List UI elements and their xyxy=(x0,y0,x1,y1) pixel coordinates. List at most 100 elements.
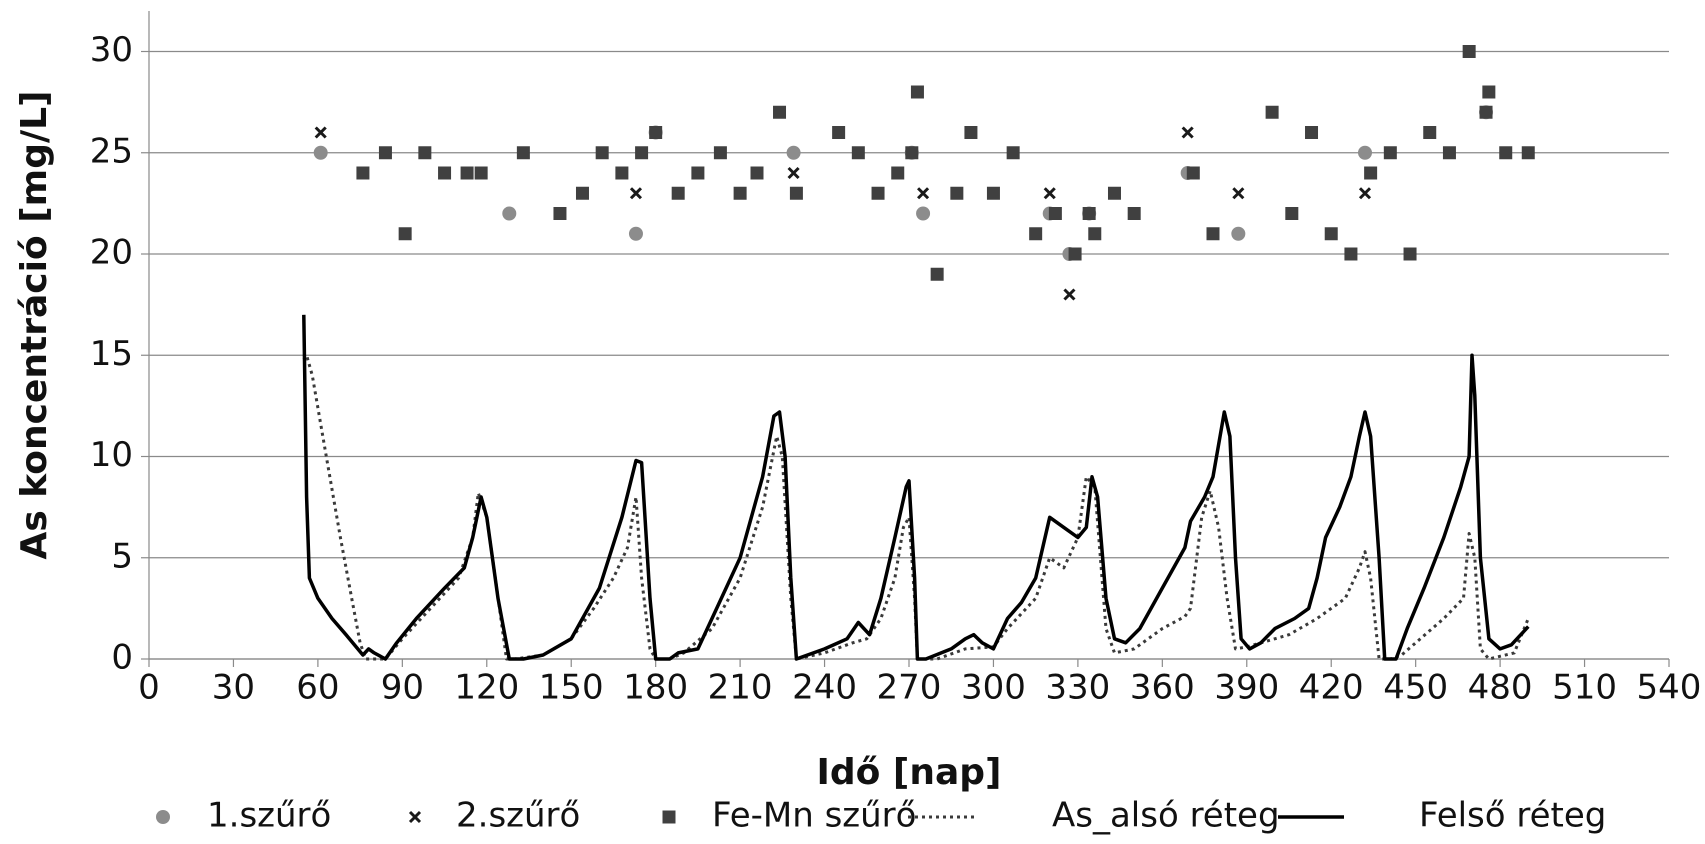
point xyxy=(691,166,705,180)
point xyxy=(314,126,327,139)
point xyxy=(356,166,370,180)
point xyxy=(629,187,643,200)
point xyxy=(917,187,930,200)
point xyxy=(418,146,432,160)
point xyxy=(1181,126,1194,139)
x-tick-label: 450 xyxy=(1383,668,1448,708)
point xyxy=(438,166,452,180)
point xyxy=(460,166,474,180)
y-axis-title: As koncentráció [mg/L] xyxy=(14,90,55,559)
point xyxy=(986,186,1000,200)
point xyxy=(1324,227,1338,241)
x-tick-label: 210 xyxy=(708,668,773,708)
x-tick-label: 330 xyxy=(1045,668,1110,708)
point xyxy=(1358,145,1372,160)
point xyxy=(916,206,931,221)
point xyxy=(1206,227,1220,241)
point xyxy=(1082,207,1096,220)
point xyxy=(378,146,392,160)
legend-marker xyxy=(156,810,170,824)
x-tick-label: 270 xyxy=(877,668,942,708)
x-tick-label: 90 xyxy=(381,668,424,708)
point xyxy=(575,186,589,200)
y-tick-label: 10 xyxy=(90,435,133,475)
point xyxy=(1482,85,1496,99)
line-series xyxy=(302,353,1530,661)
point xyxy=(1068,247,1082,261)
point xyxy=(516,146,530,160)
y-tick-label: 15 xyxy=(90,334,133,374)
point xyxy=(910,85,924,99)
x-tick-label: 240 xyxy=(792,668,857,708)
point xyxy=(474,166,488,180)
y-tick-label: 5 xyxy=(111,536,133,576)
x-tick-label: 510 xyxy=(1552,668,1617,708)
x-tick-label: 0 xyxy=(138,668,160,708)
point xyxy=(891,166,905,180)
x-tick-label: 480 xyxy=(1468,668,1533,708)
legend-label: Felső réteg xyxy=(1419,796,1606,836)
point xyxy=(905,146,919,160)
point xyxy=(1232,187,1245,200)
point xyxy=(398,227,412,241)
legend-label: As_alsó réteg xyxy=(1052,796,1280,836)
point xyxy=(733,186,747,200)
point xyxy=(750,166,764,180)
x-tick-label: 180 xyxy=(623,668,688,708)
point xyxy=(713,146,727,160)
point xyxy=(871,186,885,200)
point xyxy=(1043,187,1056,200)
x-tick-label: 390 xyxy=(1214,668,1279,708)
x-tick-label: 150 xyxy=(539,668,604,708)
point xyxy=(595,146,609,160)
x-tick-label: 360 xyxy=(1130,668,1195,708)
x-tick-label: 300 xyxy=(961,668,1026,708)
point xyxy=(1358,187,1372,200)
x-tick-label: 420 xyxy=(1299,668,1364,708)
point xyxy=(950,186,964,200)
point xyxy=(1442,146,1456,160)
y-tick-label: 0 xyxy=(111,638,133,678)
legend-label: Fe-Mn szűrő xyxy=(712,796,916,836)
point xyxy=(930,267,944,281)
point xyxy=(553,207,567,220)
point xyxy=(851,146,865,160)
legend-marker xyxy=(408,810,422,824)
legend-label: 2.szűrő xyxy=(456,796,580,836)
point xyxy=(1107,186,1121,200)
point xyxy=(1186,166,1200,180)
legend-label: 1.szűrő xyxy=(207,796,331,836)
y-tick-label: 30 xyxy=(90,30,133,70)
point xyxy=(1285,207,1299,220)
point xyxy=(1403,247,1417,261)
x-axis-title: Idő [nap] xyxy=(816,752,1001,793)
line-series xyxy=(302,314,1530,661)
x-tick-label: 60 xyxy=(296,668,339,708)
point xyxy=(964,126,978,139)
point xyxy=(1088,227,1102,241)
point xyxy=(1029,227,1043,241)
x-tick-label: 30 xyxy=(212,668,255,708)
point xyxy=(1423,126,1437,139)
point xyxy=(1364,166,1378,180)
point xyxy=(1462,45,1476,58)
point xyxy=(502,206,517,221)
point xyxy=(1344,247,1358,261)
legend-marker xyxy=(662,810,676,824)
point xyxy=(789,186,803,200)
point xyxy=(313,145,328,160)
point xyxy=(1231,226,1246,241)
point xyxy=(671,186,685,200)
y-tick-label: 25 xyxy=(90,131,133,171)
point xyxy=(635,146,649,160)
point xyxy=(628,226,643,241)
point xyxy=(1383,146,1397,160)
point xyxy=(773,105,787,119)
point xyxy=(1063,288,1076,301)
point xyxy=(1048,207,1062,220)
point xyxy=(1006,146,1020,160)
point xyxy=(649,126,663,139)
point xyxy=(1305,126,1319,139)
point xyxy=(615,166,629,180)
